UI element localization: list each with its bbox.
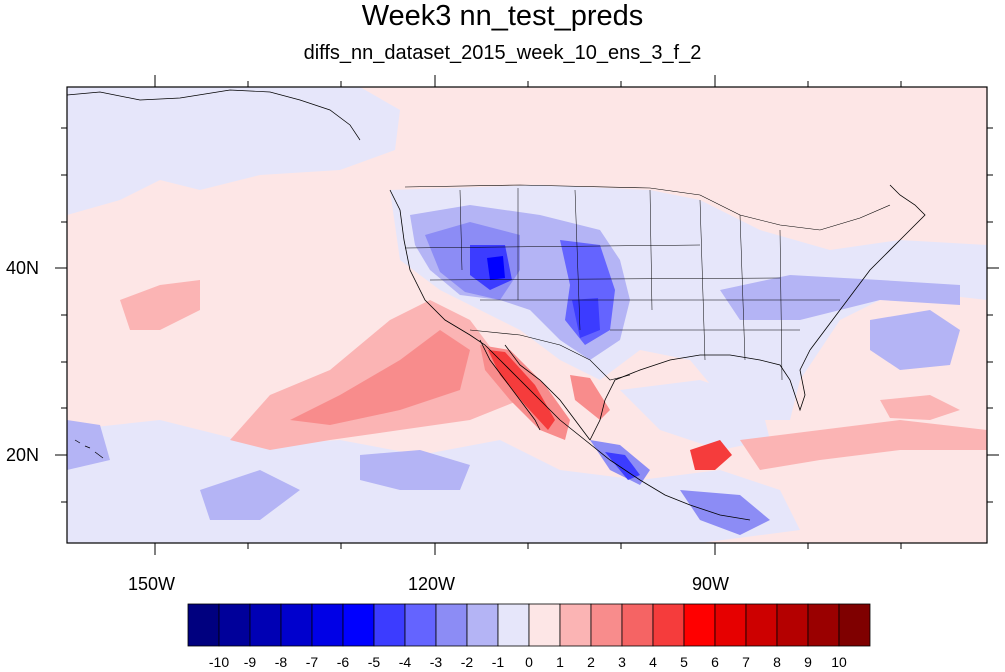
coastline-east [809, 184, 926, 351]
region-east-blue [720, 275, 960, 320]
colorbar-label: -6 [336, 654, 350, 670]
region-mexico-red [570, 375, 610, 420]
region-hawaii-blue [67, 420, 110, 470]
colorbar-swatch [187, 603, 220, 647]
colorbar-swatch [559, 603, 592, 647]
region-caribbean-red-band [740, 420, 987, 470]
coastline-west [389, 189, 751, 521]
colorbar-label: -8 [274, 654, 288, 670]
alaska-coast [67, 89, 361, 141]
region-pacific-south-blue-2 [200, 470, 300, 520]
x-tick-150w: 150W [128, 574, 176, 594]
us-mexico-border [469, 329, 631, 381]
coastline-gulf [589, 349, 811, 441]
colorbar-swatch [497, 603, 530, 647]
region-north-pacific-negative [67, 87, 400, 215]
region-pacific-south-blue [360, 450, 470, 490]
region-baja-red-core [488, 350, 555, 430]
colorbar-swatch [280, 603, 313, 647]
colorbar-label: -3 [429, 654, 443, 670]
colorbar-label: 7 [742, 654, 750, 670]
colorbar-label: -5 [367, 654, 381, 670]
colorbar-label: 6 [711, 654, 719, 670]
region-pacific-red-core [290, 330, 470, 425]
colorbar-label: 8 [773, 654, 781, 670]
colorbar-swatch [745, 603, 778, 647]
colorbar-label: 0 [525, 654, 533, 670]
colorbar-label: -9 [243, 654, 257, 670]
state-borders [404, 188, 840, 381]
colorbar-swatch [218, 603, 251, 647]
colorbar-swatch [466, 603, 499, 647]
map-subtitle: diffs_nn_dataset_2015_week_10_ens_3_f_2 [303, 42, 702, 64]
y-tick-20n: 20N [6, 445, 40, 465]
colorbar-swatch [838, 603, 871, 647]
region-atlantic-red [880, 395, 960, 420]
colorbar-label: -10 [208, 654, 230, 670]
colorbar-label: 1 [556, 654, 564, 670]
y-tick-40n: 40N [6, 258, 40, 278]
region-caribbean-red [690, 440, 732, 470]
colorbar-swatch [621, 603, 654, 647]
x-tick-90w: 90W [692, 574, 730, 594]
axis-ticks [55, 75, 999, 555]
colorbar-label: -2 [460, 654, 474, 670]
colorbar-label: 2 [587, 654, 595, 670]
colorbar-label: -7 [305, 654, 319, 670]
coastline-baja [479, 339, 591, 441]
colorbar-swatch [590, 603, 623, 647]
colorbar-swatch [311, 603, 344, 647]
region-mexico-blue-core [605, 452, 640, 480]
colorbar-swatch [528, 603, 561, 647]
colorbar-swatch [776, 603, 809, 647]
colorbar-label: 9 [804, 654, 812, 670]
colorbar-swatch [404, 603, 437, 647]
map-title: Week3 nn_test_preds [361, 0, 644, 32]
region-west-blue-3 [560, 240, 615, 345]
colorbar-label: 3 [618, 654, 626, 670]
region-atlantic-blue [870, 310, 960, 370]
x-tick-120w: 120W [408, 574, 456, 594]
colorbar-label: 5 [680, 654, 688, 670]
hawaii-islands [74, 439, 104, 459]
colorbar-swatch [652, 603, 685, 647]
colorbar-swatch [807, 603, 840, 647]
region-gulf-negative [620, 380, 770, 450]
region-central-america-blue [680, 490, 770, 535]
colorbar-label: 4 [649, 654, 657, 670]
colorbar [187, 603, 871, 647]
colorbar-label: 10 [831, 654, 847, 670]
colorbar-swatch [683, 603, 716, 647]
colorbar-swatch [342, 603, 375, 647]
colorbar-swatch [249, 603, 282, 647]
colorbar-swatch [714, 603, 747, 647]
map-field [67, 87, 987, 543]
region-west-blue-5 [487, 256, 505, 280]
colorbar-label: -1 [491, 654, 505, 670]
colorbar-label: -4 [398, 654, 412, 670]
colorbar-swatch [373, 603, 406, 647]
colorbar-swatch [435, 603, 468, 647]
region-pacific-red-spot [120, 280, 200, 330]
